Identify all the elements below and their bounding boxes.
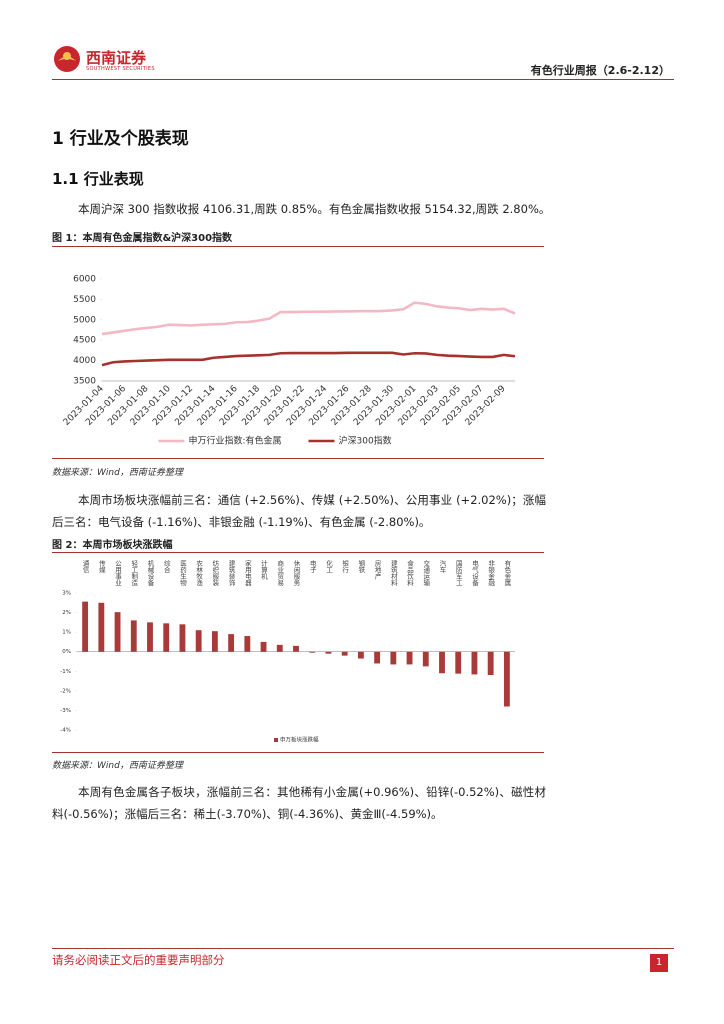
y-tick-label: -4% — [60, 728, 71, 734]
x-tick-label: 综合 — [162, 559, 170, 575]
subsection-title: 1.1 行业表现 — [52, 170, 144, 188]
legend-label: 申万板块涨跌幅 — [280, 736, 319, 744]
y-tick-label: -3% — [60, 708, 71, 714]
footer-disclaimer: 请务必阅读正文后的重要声明部分 — [52, 953, 225, 967]
bar — [439, 651, 445, 674]
footer-rule — [52, 948, 674, 949]
bar — [147, 622, 153, 652]
x-tick-label: 非银金融 — [487, 559, 495, 588]
bar — [487, 651, 494, 676]
figure-rule — [52, 552, 544, 553]
chart: 3500400045005000550060002023-01-042023-0… — [62, 275, 516, 447]
x-tick-label: 建筑装饰 — [227, 559, 235, 588]
bar — [130, 620, 137, 652]
bar — [114, 612, 121, 652]
bar — [325, 651, 332, 654]
chart: 3% 2% 1% 0% -1% -2% -3% -4% 通信 传媒 公用事业 轻工制造 机械设备 综合 医药… — [60, 559, 515, 744]
logo-icon — [54, 46, 80, 72]
figure-source: 数据来源：Wind，西南证券整理 — [52, 468, 183, 478]
header-rule — [52, 79, 674, 80]
x-tick-label: 钢铁 — [357, 560, 365, 575]
x-tick-label: 房地产 — [373, 559, 381, 581]
y-tick-label: 5500 — [73, 295, 96, 305]
y-tick-label: -1% — [60, 669, 71, 675]
report-name: 有色行业周报（2.6-2.12） — [530, 64, 670, 77]
bar — [406, 651, 413, 665]
figure-rule — [52, 458, 544, 459]
x-tick-label: 纺织服装 — [211, 559, 219, 588]
y-tick-label: 2% — [62, 610, 71, 616]
figure-caption: 图 1：本周有色金属指数&沪深300指数 — [52, 233, 233, 244]
x-tick-label: 银行 — [341, 559, 349, 575]
x-tick-label: 有色金属 — [503, 559, 511, 588]
paragraph: 本周有色金属各子板块，涨幅前三名：其他稀有小金属(+0.96%)、铅锌(-0.5… — [52, 785, 546, 821]
bar — [357, 651, 364, 659]
y-tick-label: 5000 — [73, 315, 96, 325]
legend-label: 申万行业指数:有色金属 — [189, 435, 282, 447]
bar — [309, 651, 316, 653]
x-tick-label: 传媒 — [97, 559, 105, 575]
bar — [455, 651, 462, 674]
y-tick-label: 3500 — [73, 377, 96, 387]
x-tick-label: 医药生物 — [178, 560, 186, 588]
bar — [422, 651, 429, 667]
x-tick-label: 机械设备 — [146, 559, 154, 588]
bar — [293, 645, 299, 652]
bar — [195, 630, 202, 652]
x-tick-label: 计算机 — [260, 559, 268, 581]
y-tick-label: -2% — [60, 688, 71, 694]
bar — [341, 651, 348, 656]
page-number: 1 — [650, 954, 668, 972]
x-tick-label: 农林牧渔 — [195, 559, 203, 588]
x-tick-label: 商业贸易 — [276, 559, 284, 588]
y-tick-label: 4500 — [73, 336, 96, 346]
bar — [228, 634, 235, 652]
paragraph: 本周沪深 300 指数收报 4106.31,周跌 0.85%。有色金属指数收报 … — [78, 202, 551, 216]
x-tick-label: 电子 — [308, 559, 316, 574]
x-tick-label: 化工 — [324, 559, 332, 574]
section-title: 1 行业及个股表现 — [52, 129, 189, 149]
bar — [82, 601, 89, 652]
legend-swatch — [274, 738, 278, 742]
x-tick-label: 国防军工 — [454, 560, 462, 587]
bar — [260, 641, 267, 652]
bar — [163, 623, 170, 652]
paragraph: 本周市场板块涨幅前三名：通信 (+2.56%)、传媒 (+2.50%)、公用事业… — [52, 493, 546, 529]
x-tick-label: 家用电器 — [243, 559, 251, 588]
legend-label: 沪深300指数 — [339, 435, 392, 447]
bar — [503, 651, 510, 707]
x-tick-label: 汽车 — [438, 559, 446, 575]
data-line — [101, 301, 516, 336]
figure-caption: 图 2：本周市场板块涨跌幅 — [52, 540, 173, 551]
x-tick-label: 食品饮料 — [406, 559, 414, 588]
logo-en: SOUTHWEST SECURITIES — [86, 66, 155, 72]
bar — [179, 624, 186, 652]
bar — [244, 636, 251, 652]
logo-name: 西南证券 — [86, 49, 147, 67]
bar — [98, 602, 105, 652]
bar — [471, 651, 478, 675]
data-line — [101, 351, 516, 367]
figure-source: 数据来源：Wind，西南证券整理 — [52, 761, 183, 771]
y-tick-label: 6000 — [73, 275, 96, 285]
x-tick-label: 公用事业 — [114, 560, 122, 586]
x-tick-label: 休闲服务 — [292, 559, 300, 588]
figure-rule — [52, 246, 544, 247]
bar — [374, 651, 381, 664]
x-tick-label: 建筑材料 — [389, 559, 397, 588]
x-tick-label: 通信 — [81, 559, 89, 575]
y-tick-label: 1% — [62, 630, 71, 636]
y-tick-label: 4000 — [73, 356, 96, 366]
x-tick-label: 轻工制造 — [130, 559, 138, 588]
bar — [390, 651, 397, 665]
x-tick-label: 电气设备 — [470, 559, 478, 588]
y-tick-label: 3% — [62, 591, 71, 597]
bar — [211, 631, 218, 652]
x-tick-label: 交通运输 — [422, 559, 430, 588]
y-tick-label: 0% — [62, 649, 71, 655]
figure-rule — [52, 752, 544, 753]
bar — [276, 644, 283, 652]
